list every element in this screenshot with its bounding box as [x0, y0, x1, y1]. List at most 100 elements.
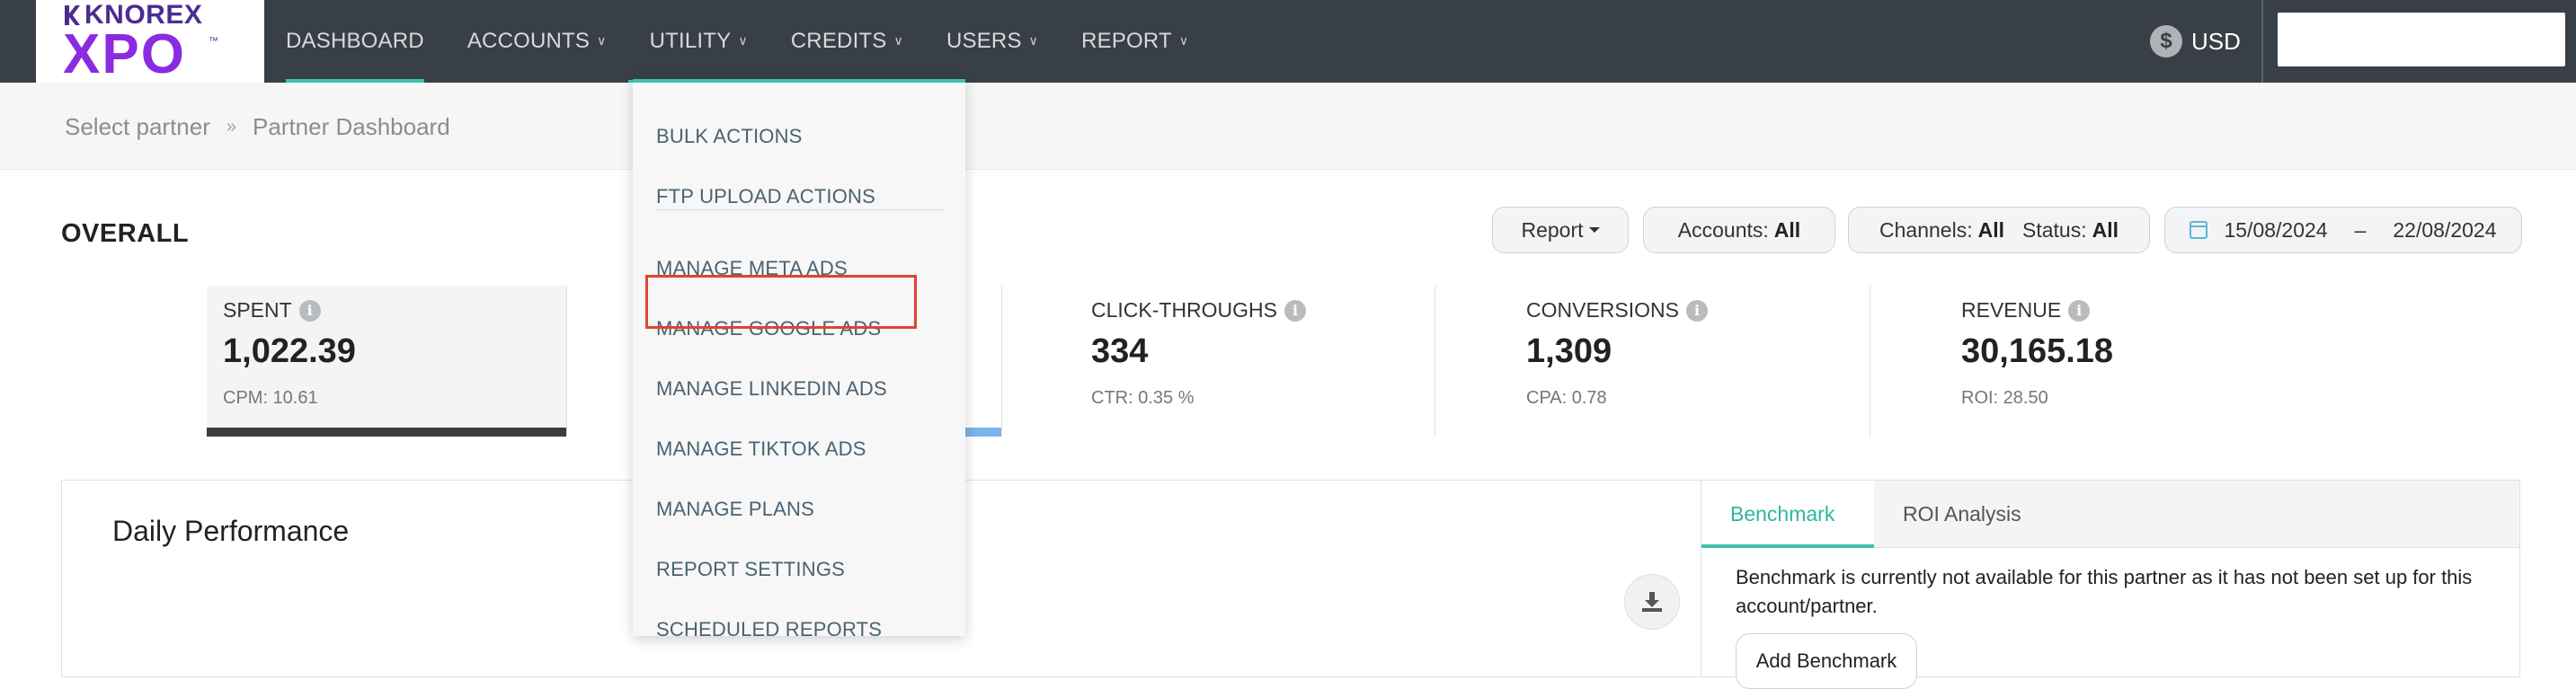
stat-revenue-label-wrap: REVENUE i [1961, 298, 2091, 322]
download-icon [1642, 592, 1662, 612]
channels-status-filter[interactable]: Channels: All Status: All [1848, 207, 2150, 253]
chevron-down-icon: ∨ [597, 32, 607, 48]
accounts-filter-label: Accounts: [1677, 217, 1769, 242]
menu-divider [656, 209, 944, 210]
stat-divider [566, 286, 567, 437]
nav-accounts[interactable]: ACCOUNTS ∨ [446, 0, 628, 83]
stat-impressions-bar [965, 428, 1001, 437]
tab-benchmark-label: Benchmark [1730, 502, 1835, 526]
chevron-down-icon: ∨ [1028, 32, 1039, 48]
nav-dashboard[interactable]: DASHBOARD [264, 0, 446, 83]
date-separator: – [2354, 217, 2367, 242]
stat-click-throughs[interactable]: CLICK-THROUGHS i 334 CTR: 0.35 % [1075, 286, 1435, 437]
tab-roi-analysis-label: ROI Analysis [1903, 501, 2021, 526]
breadcrumb-partner-dashboard: Partner Dashboard [253, 113, 450, 140]
channels-filter-value: All [1977, 217, 2004, 242]
breadcrumb-bar: Select partner » Partner Dashboard [0, 83, 2576, 170]
top-navbar: KNOREX XPO ™ DASHBOARD ACCOUNTS ∨ UTILIT… [0, 0, 2576, 84]
knorex-k-icon [65, 5, 80, 25]
menu-item-manage-tiktok-ads[interactable]: MANAGE TIKTOK ADS [656, 437, 866, 460]
info-icon[interactable]: i [298, 299, 321, 322]
logo-xpo-text: XPO [63, 23, 186, 85]
stat-clicks-label-wrap: CLICK-THROUGHS i [1091, 298, 1307, 322]
nav-users-label: USERS [946, 29, 1022, 53]
info-icon[interactable]: i [2068, 299, 2091, 322]
global-search-input[interactable] [2278, 13, 2565, 66]
info-icon[interactable]: i [1284, 299, 1307, 322]
accounts-filter[interactable]: Accounts: All [1643, 207, 1835, 253]
report-dropdown-button[interactable]: Report [1492, 207, 1629, 253]
stat-revenue[interactable]: REVENUE i 30,165.18 ROI: 28.50 [1945, 286, 2305, 437]
report-button-label: Report [1521, 217, 1584, 242]
menu-item-ftp-upload-actions[interactable]: FTP UPLOAD ACTIONS [656, 185, 876, 208]
stat-divider [1001, 286, 1002, 437]
breadcrumb-select-partner[interactable]: Select partner [65, 113, 210, 140]
info-icon[interactable]: i [1685, 299, 1708, 322]
stat-impressions[interactable] [575, 286, 1001, 437]
stat-conversions-label-wrap: CONVERSIONS i [1526, 298, 1708, 322]
stat-spent-bar [207, 428, 566, 437]
stat-value: 30,165.18 [1961, 332, 2114, 370]
date-to: 22/08/2024 [2393, 217, 2497, 242]
nav-divider [2261, 0, 2263, 83]
stat-label: REVENUE [1961, 298, 2062, 322]
nav-report-label: REPORT [1081, 29, 1172, 53]
status-filter-value: All [2092, 217, 2119, 242]
main-nav: DASHBOARD ACCOUNTS ∨ UTILITY ∨ CREDITS ∨… [264, 0, 1210, 84]
breadcrumb-separator: » [226, 117, 236, 137]
nav-utility-label: UTILITY [649, 29, 732, 53]
date-from: 15/08/2024 [2224, 217, 2328, 242]
stat-conversions[interactable]: CONVERSIONS i 1,309 CPA: 0.78 [1510, 286, 1870, 437]
nav-accounts-label: ACCOUNTS [466, 29, 591, 53]
benchmark-tabs: Benchmark ROI Analysis [1701, 481, 2519, 548]
stat-value: 334 [1091, 332, 1149, 370]
menu-item-bulk-actions[interactable]: BULK ACTIONS [656, 125, 803, 147]
status-filter-label: Status: [2021, 217, 2087, 242]
nav-users[interactable]: USERS ∨ [925, 0, 1060, 83]
add-benchmark-button[interactable]: Add Benchmark [1736, 633, 1917, 689]
stat-sub: CPM: 10.61 [223, 388, 318, 408]
stat-sub: ROI: 28.50 [1961, 388, 2048, 408]
menu-item-report-settings[interactable]: REPORT SETTINGS [656, 558, 846, 580]
overall-title: OVERALL [61, 219, 190, 248]
menu-item-scheduled-reports[interactable]: SCHEDULED REPORTS [656, 618, 883, 640]
breadcrumb: Select partner » Partner Dashboard [65, 113, 450, 141]
logo-top-text: KNOREX [84, 0, 203, 30]
nav-report[interactable]: REPORT ∨ [1060, 0, 1210, 83]
menu-item-manage-linkedin-ads[interactable]: MANAGE LINKEDIN ADS [656, 377, 887, 400]
stat-label: CONVERSIONS [1526, 298, 1679, 322]
calendar-icon [2190, 221, 2208, 239]
currency-selector[interactable]: $ USD [2150, 22, 2241, 61]
accounts-filter-value: All [1773, 217, 1801, 242]
utility-dropdown-menu: BULK ACTIONS FTP UPLOAD ACTIONS MANAGE M… [633, 79, 965, 640]
highlight-manage-google-ads [645, 275, 917, 329]
nav-utility[interactable]: UTILITY ∨ [627, 0, 769, 84]
stat-sub: CTR: 0.35 % [1091, 388, 1195, 408]
currency-label: USD [2191, 27, 2241, 55]
benchmark-panel: Benchmark ROI Analysis Benchmark is curr… [1701, 480, 2520, 689]
stat-spent-label-wrap: SPENT i [223, 298, 321, 322]
nav-credits-label: CREDITS [790, 29, 887, 53]
dollar-coin-icon: $ [2150, 25, 2182, 57]
caret-down-icon [1588, 227, 1600, 233]
chevron-down-icon: ∨ [738, 32, 748, 48]
channels-filter-label: Channels: [1879, 217, 1973, 242]
download-button[interactable] [1624, 574, 1680, 630]
chevron-down-icon: ∨ [893, 32, 903, 48]
stat-sub: CPA: 0.78 [1526, 388, 1607, 408]
tab-roi-analysis[interactable]: ROI Analysis [1874, 481, 2050, 547]
daily-performance-title: Daily Performance [112, 515, 350, 547]
nav-credits[interactable]: CREDITS ∨ [769, 0, 925, 83]
tab-benchmark[interactable]: Benchmark [1701, 481, 1874, 548]
nav-dashboard-label: DASHBOARD [286, 29, 424, 53]
stat-label: CLICK-THROUGHS [1091, 298, 1278, 322]
stat-value: 1,022.39 [223, 332, 356, 370]
chevron-down-icon: ∨ [1178, 32, 1189, 48]
menu-item-manage-plans[interactable]: MANAGE PLANS [656, 498, 815, 520]
benchmark-message: Benchmark is currently not available for… [1736, 566, 2473, 617]
brand-logo[interactable]: KNOREX XPO ™ [36, 0, 264, 83]
logo-knorex: KNOREX [63, 0, 203, 30]
date-range-picker[interactable]: 15/08/2024 – 22/08/2024 [2164, 207, 2522, 253]
stat-value: 1,309 [1526, 332, 1612, 370]
stat-spent[interactable]: SPENT i 1,022.39 CPM: 10.61 [207, 286, 566, 437]
